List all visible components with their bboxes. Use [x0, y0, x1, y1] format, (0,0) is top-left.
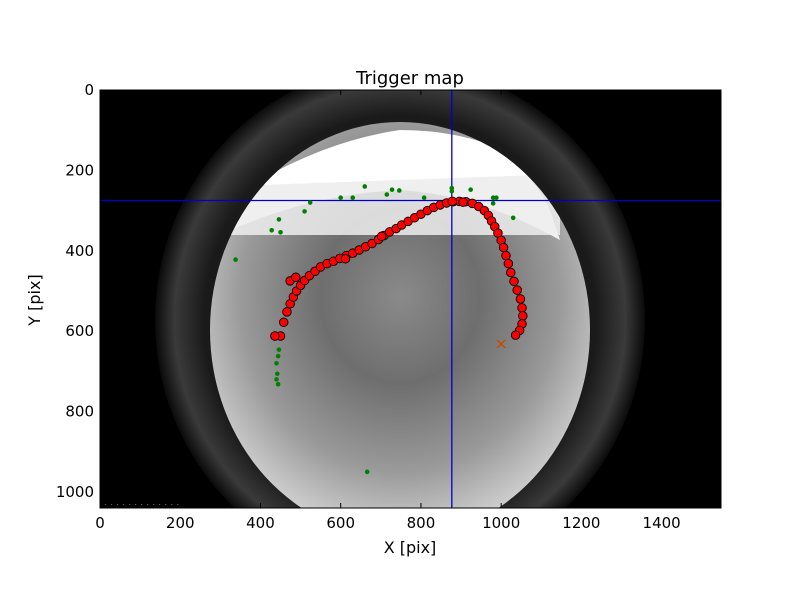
trigger-point-red [512, 285, 522, 295]
trigger-point-green [362, 184, 368, 189]
trigger-point-green [449, 188, 455, 194]
x-tick-label: 800 [407, 514, 436, 532]
x-tick-label: 1200 [562, 514, 600, 532]
sky-image: - - - - - - - - - - - - - [100, 90, 721, 508]
trigger-point-red [282, 307, 292, 317]
trigger-point-green [275, 381, 281, 387]
x-tick-label: 200 [166, 514, 195, 532]
trigger-point-red [447, 196, 457, 207]
trigger-point-red [340, 254, 351, 264]
trigger-point-red [518, 311, 528, 321]
marker-x [496, 339, 506, 349]
x-tick-label: 600 [326, 514, 355, 532]
trigger-point-green [275, 353, 281, 359]
y-axis-label: Y [pix] [25, 274, 44, 326]
x-tick-label: 1400 [643, 514, 681, 532]
trigger-point-green [275, 371, 280, 377]
y-tick-label: 1000 [56, 483, 94, 501]
trigger-point-green [449, 185, 455, 191]
trigger-point-red [458, 197, 468, 207]
trigger-point-green [233, 257, 238, 262]
trigger-point-red [509, 276, 519, 287]
trigger-point-red [501, 250, 511, 261]
trigger-point-green [274, 361, 279, 366]
trigger-point-green [364, 469, 370, 475]
trigger-point-green [490, 201, 496, 206]
x-tick-label: 1000 [482, 514, 520, 532]
trigger-point-green [302, 209, 307, 214]
trigger-point-green [307, 200, 313, 205]
trigger-point-red [376, 231, 387, 242]
trigger-point-red [517, 303, 527, 313]
x-axis-ticks: 0 200 400 600 800 1000 1200 1400 [95, 90, 681, 532]
data-points [233, 184, 528, 475]
trigger-point-red [278, 317, 289, 328]
trigger-point-green [396, 188, 402, 193]
trigger-point-green [384, 192, 390, 197]
y-tick-label: 400 [65, 242, 94, 260]
x-axis-label: X [pix] [384, 538, 437, 557]
crosshair [100, 90, 721, 508]
trigger-point-red [291, 272, 301, 283]
trigger-point-red [503, 258, 514, 269]
svg-text:- - - - - - - - - - - - -: - - - - - - - - - - - - - [104, 502, 179, 508]
trigger-point-red [506, 267, 516, 278]
y-axis-ticks: 0 200 400 600 800 1000 [56, 81, 721, 501]
marker-x-stroke [496, 339, 506, 349]
y-tick-label: 0 [84, 81, 94, 99]
trigger-point-green [274, 377, 279, 382]
chart-title: Trigger map [355, 68, 464, 89]
plot-frame [99, 89, 722, 509]
x-tick-label: 400 [246, 514, 275, 532]
trigger-point-red [515, 294, 526, 304]
trigger-point-green [421, 195, 427, 201]
trigger-point-green [269, 227, 274, 233]
trigger-point-green [468, 187, 473, 192]
trigger-point-green [276, 217, 282, 222]
y-tick-label: 600 [65, 322, 94, 340]
trigger-point-green [389, 187, 395, 192]
trigger-point-green [490, 195, 496, 201]
trigger-point-green [510, 215, 516, 221]
trigger-point-green [276, 347, 282, 352]
y-tick-label: 200 [65, 161, 94, 179]
trigger-point-red [270, 331, 280, 341]
x-tick-label: 0 [95, 514, 105, 532]
y-tick-label: 800 [65, 403, 94, 421]
trigger-point-green [278, 229, 283, 235]
trigger-point-red [498, 242, 509, 253]
trigger-point-green [350, 195, 356, 201]
trigger-point-green [338, 195, 343, 201]
trigger-point-green [494, 195, 499, 201]
trigger-point-red [510, 330, 521, 340]
